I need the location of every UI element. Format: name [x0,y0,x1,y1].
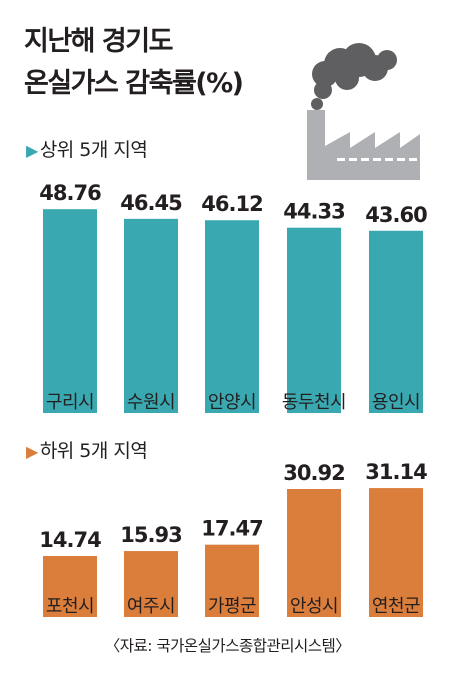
triangle-right-icon: ▶ [26,141,38,160]
category-label: 수원시 [127,392,175,413]
category-label: 여주시 [127,596,175,617]
bar [205,544,259,617]
bar [43,555,97,617]
bar [287,227,341,413]
bar-value-label: 43.60 [365,203,427,227]
category-label: 연천군 [372,596,420,617]
bar-value-label: 31.14 [365,460,427,484]
category-label: 동두천시 [282,392,346,413]
section-label-top: ▶ 상위 5개 지역 [26,139,148,161]
bar-chart-top: 48.76 46.45 46.12 44.33 43.60 구리시 수원시 안양시 동두천시 용인… [39,181,428,413]
section-label-bottom: ▶ 하위 5개 지역 [26,440,148,462]
category-label: 포천시 [46,596,94,617]
bar [124,551,178,617]
bar [43,209,97,413]
category-label: 가평군 [208,596,256,617]
category-label: 안양시 [208,392,256,413]
bar [287,488,341,617]
bar [369,230,423,413]
chart-title-line2: 온실가스 감축률(%) [24,68,244,99]
bar [369,488,423,617]
factory-smoke-icon [307,43,420,180]
bar-value-label: 14.74 [39,528,101,552]
bar-value-label: 48.76 [39,181,101,205]
section-label-top-text: 상위 5개 지역 [39,139,148,161]
chart-title-line1: 지난해 경기도 [24,26,173,57]
source-note: 〈자료: 국가온실가스종합관리시스템〉 [104,637,351,655]
triangle-right-icon: ▶ [26,442,38,461]
category-label: 용인시 [372,392,420,413]
category-label: 안성시 [290,596,338,617]
bar-value-label: 46.45 [120,191,182,215]
bar-value-label: 17.47 [201,517,262,541]
bar-value-label: 44.33 [283,200,344,224]
bar-value-label: 46.12 [201,192,262,216]
bar-value-label: 15.93 [120,523,181,547]
category-label: 구리시 [46,392,94,413]
bar-value-label: 30.92 [283,461,344,485]
bar [205,220,259,413]
bar [124,218,178,413]
section-label-bottom-text: 하위 5개 지역 [39,440,148,462]
